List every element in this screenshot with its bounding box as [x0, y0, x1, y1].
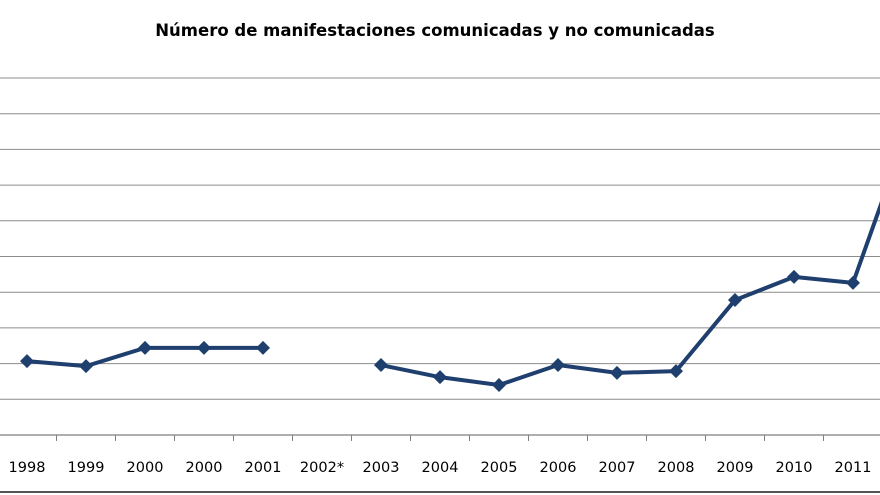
data-point-marker	[433, 370, 447, 385]
data-point-marker	[197, 340, 211, 355]
data-point-marker	[374, 358, 388, 373]
x-tick-label: 2007	[599, 460, 636, 476]
chart-title: Número de manifestaciones comunicadas y …	[155, 21, 715, 40]
x-tick-label: 2010	[776, 460, 813, 476]
data-point-marker	[79, 359, 93, 374]
data-point-marker	[728, 293, 742, 308]
x-tick-label: 2001	[245, 460, 282, 476]
data-point-marker	[492, 378, 506, 393]
x-tick-label: 2003	[363, 460, 400, 476]
x-tick-label: 2004	[422, 460, 459, 476]
data-point-marker	[610, 365, 624, 380]
x-tick-label: 2005	[481, 460, 518, 476]
x-tick-label: 2006	[540, 460, 577, 476]
x-tick-label: 2000	[186, 460, 223, 476]
x-tick-label: 2000	[127, 460, 164, 476]
data-point-marker	[138, 340, 152, 355]
x-tick-label: 2009	[717, 460, 754, 476]
series-line	[380, 201, 880, 388]
data-point-marker	[256, 340, 270, 355]
x-tick-label: 2008	[658, 460, 695, 476]
x-tick-label: 2002*	[300, 460, 344, 476]
data-point-marker	[787, 269, 801, 284]
x-tick-label: 1999	[68, 460, 105, 476]
data-point-marker	[669, 364, 683, 379]
data-point-marker	[846, 275, 860, 290]
x-tick-label: 2011	[835, 460, 872, 476]
data-point-marker	[551, 358, 565, 373]
x-tick-label: 1998	[9, 460, 46, 476]
data-point-marker	[20, 354, 34, 369]
